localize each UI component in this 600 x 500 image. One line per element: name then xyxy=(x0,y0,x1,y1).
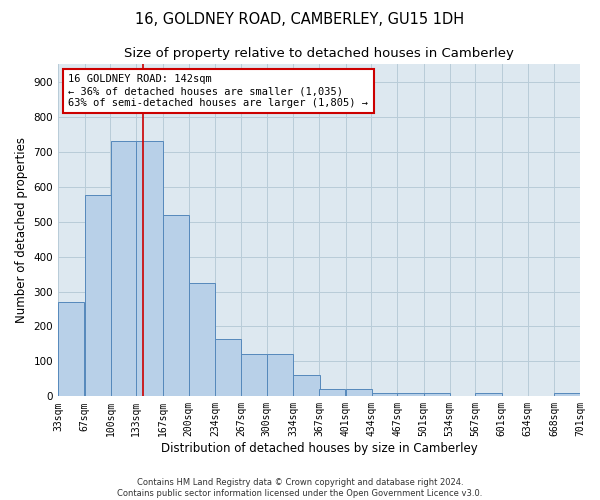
Bar xyxy=(136,142,163,396)
Bar xyxy=(267,354,293,397)
Title: Size of property relative to detached houses in Camberley: Size of property relative to detached ho… xyxy=(124,48,514,60)
Bar xyxy=(397,393,424,396)
Bar xyxy=(163,214,189,396)
Bar xyxy=(371,393,398,396)
Bar xyxy=(554,393,581,396)
Bar xyxy=(85,196,111,396)
Bar xyxy=(346,390,372,396)
Bar xyxy=(241,354,267,397)
Bar xyxy=(424,393,450,396)
Text: Contains HM Land Registry data © Crown copyright and database right 2024.
Contai: Contains HM Land Registry data © Crown c… xyxy=(118,478,482,498)
Text: 16 GOLDNEY ROAD: 142sqm
← 36% of detached houses are smaller (1,035)
63% of semi: 16 GOLDNEY ROAD: 142sqm ← 36% of detache… xyxy=(68,74,368,108)
Bar xyxy=(58,302,85,396)
Bar xyxy=(215,338,241,396)
Bar xyxy=(189,283,215,397)
Bar xyxy=(110,142,137,396)
Bar xyxy=(475,393,502,396)
Y-axis label: Number of detached properties: Number of detached properties xyxy=(15,138,28,324)
Bar xyxy=(293,376,320,396)
X-axis label: Distribution of detached houses by size in Camberley: Distribution of detached houses by size … xyxy=(161,442,478,455)
Text: 16, GOLDNEY ROAD, CAMBERLEY, GU15 1DH: 16, GOLDNEY ROAD, CAMBERLEY, GU15 1DH xyxy=(136,12,464,28)
Bar xyxy=(319,390,346,396)
